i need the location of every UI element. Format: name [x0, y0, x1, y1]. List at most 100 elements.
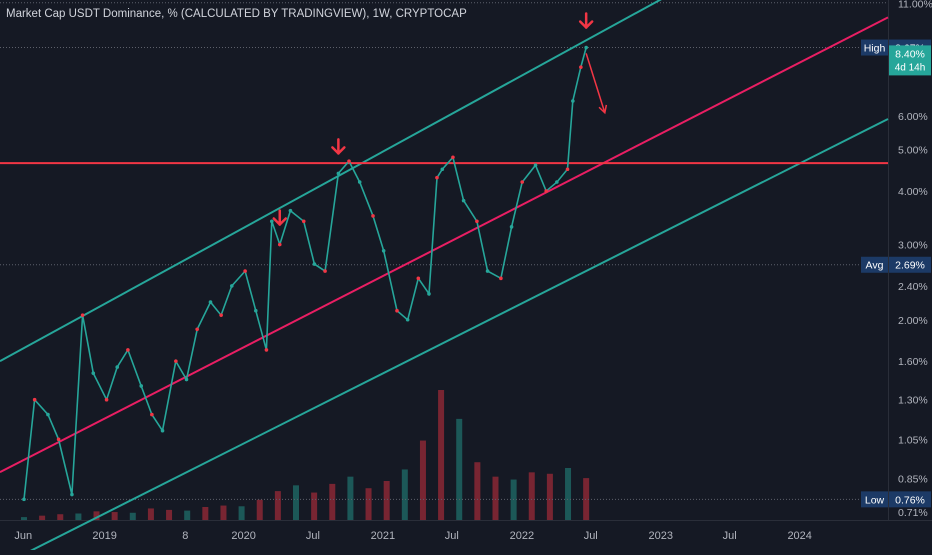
- y-tick-label: 0.71%: [898, 507, 928, 519]
- dominance-point: [461, 198, 466, 203]
- volume-bar: [311, 492, 318, 520]
- projection-arrowhead: [598, 104, 608, 115]
- dominance-point: [195, 327, 199, 332]
- avg-label-tag-text: Avg: [866, 260, 884, 272]
- last-price-label-value: 8.40%: [895, 48, 925, 60]
- volume-bar: [565, 468, 572, 520]
- dominance-point: [475, 219, 479, 224]
- y-axis: 11.00%8.00%6.00%5.00%4.00%3.00%2.40%2.00…: [898, 0, 932, 519]
- y-tick-label: 1.30%: [898, 395, 928, 407]
- dominance-point: [499, 276, 503, 281]
- down-arrow-head: [578, 20, 594, 29]
- price-layer: [22, 45, 588, 502]
- volume-bar: [129, 512, 136, 520]
- x-tick-label: Jun: [14, 530, 32, 542]
- down-arrow-icon: [272, 209, 288, 226]
- dominance-point: [509, 225, 514, 229]
- dominance-point: [230, 284, 234, 288]
- y-tick-label: 2.40%: [898, 281, 928, 293]
- dominance-point: [70, 492, 74, 497]
- volume-bar: [166, 509, 173, 520]
- dominance-point: [405, 317, 410, 322]
- volume-bar: [202, 507, 209, 520]
- dominance-point: [115, 365, 120, 369]
- dominance-point: [347, 159, 351, 163]
- low-label: Low 0.76%: [861, 491, 931, 508]
- x-tick-label: Jul: [584, 530, 598, 542]
- last-price-label-countdown: 4d 14h: [895, 62, 926, 73]
- down-arrow-head: [331, 146, 346, 155]
- y-tick-label: 6.00%: [898, 111, 928, 123]
- dominance-point: [22, 497, 26, 502]
- volume-bar: [184, 510, 191, 520]
- volume-bar: [329, 483, 336, 520]
- volume-bar: [456, 418, 463, 520]
- y-tick-label: 3.00%: [898, 240, 928, 252]
- y-tick-label: 1.60%: [898, 356, 928, 368]
- avg-label: Avg 2.69%: [861, 256, 931, 273]
- low-label-tag-text: Low: [865, 494, 885, 506]
- down-arrow-icon: [331, 138, 346, 155]
- x-tick-label: 2021: [371, 530, 395, 542]
- dominance-point: [46, 412, 50, 417]
- volume-bar: [75, 513, 82, 520]
- x-axis: Jun 2019 8 2020 Jul 2021 Jul 2022 Jul 2023 Jul 2024: [14, 530, 812, 542]
- dominance-point: [208, 300, 213, 304]
- last-price-label-value-box: [889, 45, 931, 76]
- volume-bar: [147, 508, 154, 520]
- dominance-point: [579, 65, 583, 69]
- volume-bar: [293, 485, 300, 520]
- x-tick-label: 2024: [787, 530, 811, 542]
- dominance-point: [253, 308, 258, 313]
- dominance-point: [174, 359, 178, 363]
- dominance-point: [555, 180, 559, 184]
- dominance-point: [416, 276, 421, 281]
- dominance-point: [435, 175, 439, 180]
- dominance-point: [184, 377, 189, 382]
- volume-bar: [583, 478, 590, 520]
- drawing-layer: [0, 0, 889, 555]
- dominance-point: [565, 167, 570, 172]
- volume-bar: [347, 476, 354, 520]
- dominance-point: [427, 292, 431, 296]
- dominance-point: [32, 397, 37, 402]
- x-tick-label: Jul: [445, 530, 459, 542]
- dominance-point: [485, 269, 490, 273]
- y-tick-label: 2.00%: [898, 315, 928, 327]
- dominance-point: [371, 214, 375, 218]
- volume-bar: [111, 512, 118, 520]
- dominance-point: [312, 262, 317, 266]
- projection-arrow: [585, 53, 606, 114]
- low-label-tag: [861, 491, 888, 508]
- down-arrow-head: [272, 217, 288, 226]
- channel-mid-line: [0, 16, 889, 474]
- dominance-point: [150, 412, 154, 417]
- x-tick-label: 2023: [649, 530, 673, 542]
- x-tick-label: Jul: [306, 530, 320, 542]
- dominance-point: [104, 397, 109, 402]
- dominance-point: [381, 248, 386, 253]
- avg-label-value-box: [889, 256, 931, 273]
- x-tick-label: Jul: [723, 530, 737, 542]
- dominance-point: [264, 348, 269, 352]
- volume-bar: [546, 473, 553, 520]
- volume-bar: [419, 440, 426, 520]
- volume-bar: [93, 511, 100, 520]
- dominance-point: [288, 208, 293, 213]
- volume-bar: [20, 517, 27, 520]
- high-label-tag: [861, 39, 888, 56]
- volume-bar: [528, 472, 535, 520]
- avg-label-value: 2.69%: [895, 260, 925, 272]
- volume-bar: [383, 481, 390, 520]
- dominance-point: [301, 219, 306, 224]
- high-label-tag-text: High: [864, 43, 886, 55]
- y-tick-label: 0.85%: [898, 474, 928, 486]
- dominance-point: [56, 437, 61, 442]
- x-tick-label: 2019: [92, 530, 116, 542]
- dominance-point: [584, 45, 588, 50]
- dominance-point: [520, 180, 525, 184]
- x-tick-label: 8: [182, 530, 188, 542]
